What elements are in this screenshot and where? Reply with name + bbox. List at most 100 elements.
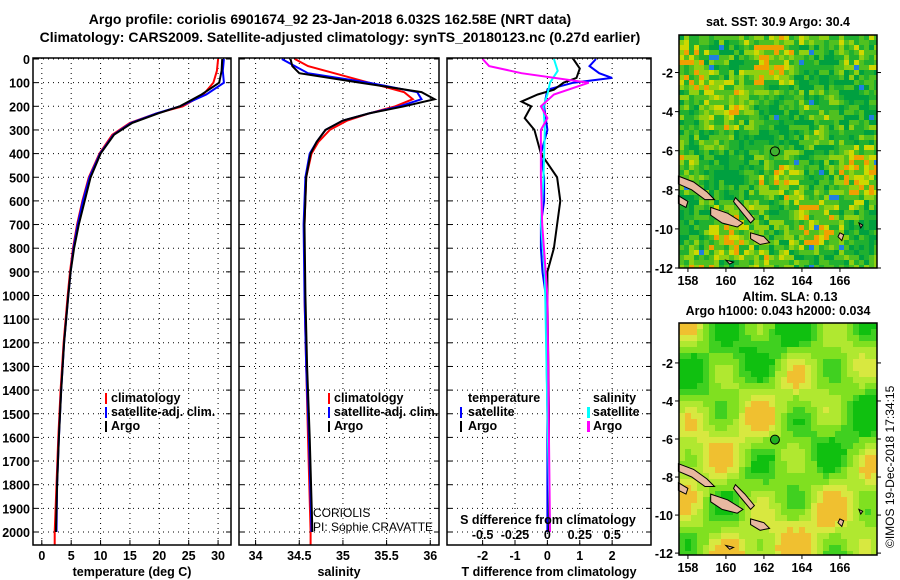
map-cell — [834, 155, 839, 160]
map-cell — [703, 389, 709, 395]
map-cell — [874, 55, 877, 60]
map-cell — [779, 115, 784, 120]
map-cell — [871, 479, 877, 485]
map-cell — [763, 359, 769, 365]
map-cell — [775, 353, 781, 359]
map-cell — [694, 135, 699, 140]
map-cell — [685, 521, 691, 527]
map-cell — [853, 503, 859, 509]
map-cell — [809, 120, 814, 125]
map-cell — [703, 395, 709, 401]
map-cell — [824, 80, 829, 85]
map-cell — [727, 365, 733, 371]
institution-text: CORIOLIS — [313, 506, 370, 520]
map-cell — [754, 110, 759, 115]
map-cell — [709, 85, 714, 90]
x-tick-label: 0 — [38, 549, 45, 563]
map-cell — [847, 335, 853, 341]
map-cell — [853, 323, 859, 329]
map-cell — [684, 190, 689, 195]
map-cell — [715, 401, 721, 407]
map-cell — [805, 431, 811, 437]
map-cell — [734, 80, 739, 85]
map-cell — [724, 125, 729, 130]
map-cell — [703, 407, 709, 413]
map-cell — [799, 455, 805, 461]
map-cell — [679, 80, 684, 85]
map-cell — [789, 45, 794, 50]
map-cell — [824, 120, 829, 125]
map-cell — [739, 521, 745, 527]
map-cell — [874, 160, 877, 165]
map-cell — [724, 60, 729, 65]
map-cell — [719, 90, 724, 95]
map-cell — [764, 265, 769, 268]
map-cell — [769, 389, 775, 395]
map-cell — [774, 235, 779, 240]
map-cell — [794, 145, 799, 150]
lon-tick-label: 160 — [716, 561, 737, 575]
map-cell — [699, 70, 704, 75]
map-cell — [745, 545, 751, 551]
x-tick-label: 2 — [609, 549, 616, 563]
map-cell — [844, 195, 849, 200]
map-cell — [794, 235, 799, 240]
map-cell — [727, 389, 733, 395]
map-cell — [685, 329, 691, 335]
map-cell — [727, 533, 733, 539]
map-cell — [679, 413, 685, 419]
map-cell — [719, 135, 724, 140]
map-cell — [819, 165, 824, 170]
map-cell — [709, 407, 715, 413]
map-cell — [829, 100, 834, 105]
map-cell — [804, 160, 809, 165]
map-cell — [779, 165, 784, 170]
map-cell — [844, 105, 849, 110]
map-cell — [697, 551, 703, 555]
map-cell — [781, 473, 787, 479]
map-cell — [719, 75, 724, 80]
map-cell — [844, 215, 849, 220]
map-cell — [793, 527, 799, 533]
map-cell — [709, 527, 715, 533]
map-cell — [811, 509, 817, 515]
map-cell — [774, 245, 779, 250]
map-cell — [715, 341, 721, 347]
map-cell — [854, 230, 859, 235]
map-cell — [694, 130, 699, 135]
map-cell — [709, 250, 714, 255]
map-cell — [794, 55, 799, 60]
map-cell — [709, 335, 715, 341]
map-cell — [869, 50, 874, 55]
map-cell — [679, 225, 684, 230]
map-cell — [824, 180, 829, 185]
map-cell — [819, 100, 824, 105]
map-cell — [729, 110, 734, 115]
map-cell — [749, 265, 754, 268]
map-cell — [849, 250, 854, 255]
map-cell — [869, 155, 874, 160]
map-cell — [854, 175, 859, 180]
map-cell — [814, 120, 819, 125]
map-cell — [689, 175, 694, 180]
map-cell — [739, 225, 744, 230]
map-cell — [697, 521, 703, 527]
map-cell — [757, 401, 763, 407]
map-cell — [809, 210, 814, 215]
map-cell — [697, 395, 703, 401]
map-cell — [754, 230, 759, 235]
map-cell — [724, 150, 729, 155]
map-cell — [757, 347, 763, 353]
map-cell — [839, 135, 844, 140]
map-cell — [853, 401, 859, 407]
map-cell — [844, 155, 849, 160]
map-cell — [784, 180, 789, 185]
map-cell — [769, 551, 775, 555]
map-cell — [841, 533, 847, 539]
map-cell — [841, 347, 847, 353]
map-cell — [699, 35, 704, 40]
map-cell — [714, 250, 719, 255]
map-cell — [829, 70, 834, 75]
map-cell — [823, 419, 829, 425]
map-cell — [844, 170, 849, 175]
